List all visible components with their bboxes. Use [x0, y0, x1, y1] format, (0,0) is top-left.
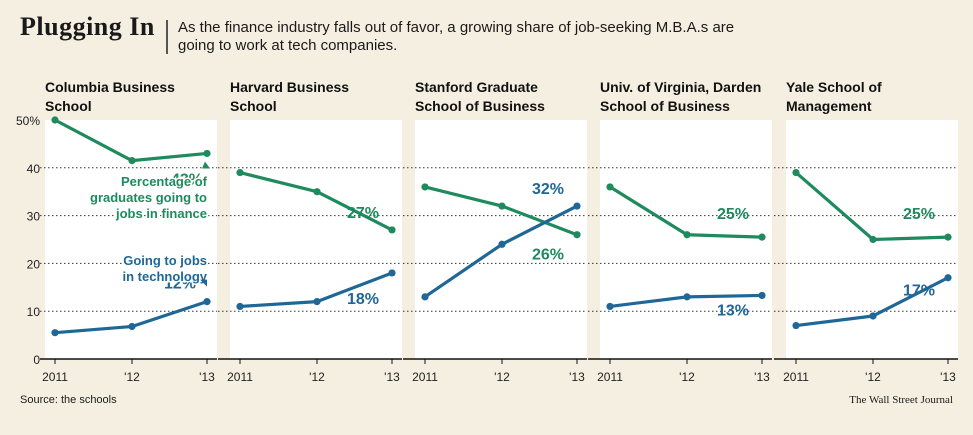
technology-point: [758, 291, 766, 300]
finance-point: [869, 235, 877, 244]
technology-point: [236, 302, 244, 311]
technology-end-label: 13%: [717, 302, 749, 319]
panel-2: Harvard Business School 2011 '12 '13 27% 18%: [218, 79, 402, 384]
y-tick-label: 0: [33, 353, 40, 367]
finance-point: [944, 233, 952, 241]
source-note: Source: the schools: [20, 394, 117, 406]
panel-title: Stanford Graduate: [415, 79, 538, 95]
chart-subtitle: As the finance industry falls out of fav…: [178, 19, 735, 54]
finance-end-label: 25%: [903, 206, 935, 223]
x-tick-label: '13: [754, 370, 770, 384]
technology-point: [606, 302, 614, 311]
finance-point: [203, 149, 211, 158]
panel-background: [415, 120, 587, 359]
finance-callout: graduates going to: [90, 190, 207, 205]
x-tick-label: '12: [679, 370, 695, 384]
credit-line: The Wall Street Journal: [849, 394, 953, 406]
title-divider: [166, 20, 168, 54]
x-tick-label: 2011: [42, 370, 68, 384]
callout-pointer: [200, 279, 207, 287]
y-tick-label: 30: [27, 210, 41, 224]
x-tick-label: '13: [384, 370, 400, 384]
finance-end-label: 43%: [171, 171, 203, 188]
panel-5: Yale School of Management 2011 '12 '13 25% 17%: [774, 79, 958, 384]
technology-point: [573, 202, 581, 210]
technology-point: [388, 269, 396, 277]
x-tick-label: 2011: [783, 370, 809, 384]
finance-point: [388, 226, 396, 234]
chart-title: Plugging In: [20, 12, 155, 41]
x-tick-label: '12: [309, 370, 325, 384]
finance-point: [683, 231, 691, 239]
y-tick-label: 10: [27, 305, 41, 319]
technology-end-label: 12%: [164, 276, 196, 293]
finance-end-label: 27%: [347, 205, 379, 222]
technology-point: [51, 329, 59, 337]
finance-point: [236, 168, 244, 177]
technology-end-label: 18%: [347, 291, 379, 308]
finance-point: [313, 188, 321, 196]
technology-point: [869, 312, 877, 320]
callout-pointer: [202, 161, 210, 169]
technology-point: [421, 293, 429, 301]
x-tick-label: 2011: [412, 370, 438, 384]
technology-point: [128, 322, 136, 331]
x-tick-label: 2011: [597, 370, 623, 384]
y-tick-label: 40: [27, 162, 41, 176]
y-tick-label: 50%: [16, 114, 40, 128]
panel-title: School: [45, 98, 92, 114]
technology-end-label: 32%: [532, 181, 564, 198]
technology-callout: Going to jobs: [123, 253, 207, 268]
y-tick-label: 20: [27, 257, 41, 271]
technology-point: [683, 293, 691, 301]
finance-callout: jobs in finance: [115, 206, 207, 221]
technology-point: [792, 321, 800, 330]
finance-point: [573, 231, 581, 239]
technology-point: [944, 274, 952, 282]
panel-title: Columbia Business: [45, 79, 175, 95]
panel-title: Harvard Business: [230, 79, 349, 95]
panel-title: School of Business: [600, 98, 730, 114]
finance-end-label: 25%: [717, 206, 749, 223]
x-tick-label: '13: [940, 370, 956, 384]
panel-background: [600, 120, 772, 359]
x-tick-label: '12: [494, 370, 510, 384]
finance-point: [498, 202, 506, 210]
panel-title: Univ. of Virginia, Darden: [600, 79, 761, 95]
finance-callout: Percentage of: [121, 174, 208, 189]
panel-4: Univ. of Virginia, Darden School of Busin…: [588, 79, 772, 384]
panel-3: Stanford Graduate School of Business 2011 '…: [403, 79, 587, 384]
x-tick-label: '12: [124, 370, 140, 384]
finance-point: [606, 183, 614, 191]
x-tick-label: 2011: [227, 370, 253, 384]
finance-point: [128, 157, 136, 165]
technology-point: [313, 298, 321, 306]
panel-title: Management: [786, 98, 872, 114]
technology-callout: in technology: [123, 269, 208, 284]
finance-end-label: 26%: [532, 247, 564, 264]
x-tick-label: '13: [569, 370, 585, 384]
technology-end-label: 17%: [903, 283, 935, 300]
finance-point: [51, 116, 59, 124]
finance-point: [758, 233, 766, 241]
panel-title: School: [230, 98, 277, 114]
panel-title: Yale School of: [786, 79, 882, 95]
panel-title: School of Business: [415, 98, 545, 114]
x-tick-label: '13: [199, 370, 215, 384]
panel-background: [230, 120, 402, 359]
x-tick-label: '12: [865, 370, 881, 384]
technology-point: [203, 298, 211, 306]
finance-point: [421, 183, 429, 191]
panel-1: Columbia Business School 2011 '12 '13 43%Perc…: [40, 79, 217, 384]
technology-point: [498, 240, 506, 248]
finance-point: [792, 168, 800, 177]
